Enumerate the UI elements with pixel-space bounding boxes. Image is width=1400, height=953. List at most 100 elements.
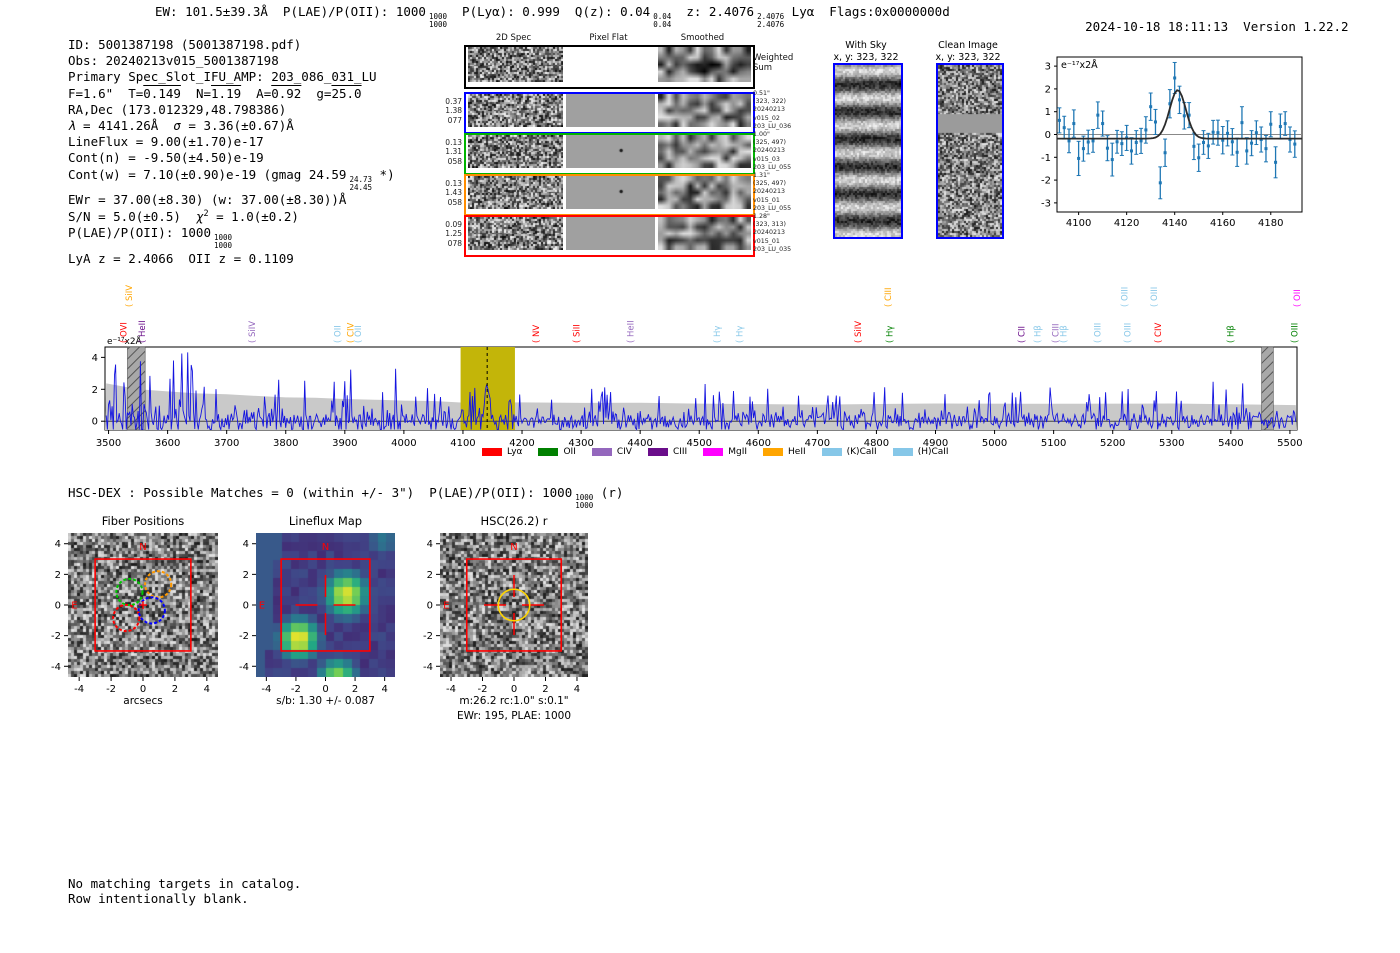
svg-text:3800: 3800 xyxy=(273,438,298,449)
panel-title-fiber: Fiber Positions xyxy=(101,514,185,528)
emission-line-marker: ( Hγ xyxy=(735,326,745,343)
legend-swatch xyxy=(892,448,913,456)
footer-note-1: No matching targets in catalog. xyxy=(68,876,302,891)
svg-text:4: 4 xyxy=(243,539,249,550)
clean-image xyxy=(936,63,1004,239)
emission-line-marker: ( NV xyxy=(532,325,542,343)
info-line: λ = 4141.26Å σ = 3.36(±0.67)Å xyxy=(68,118,294,134)
fiber-positions-image xyxy=(68,533,218,677)
svg-text:4: 4 xyxy=(55,539,61,550)
report-datetime: 2024-10-18 18:11:13 xyxy=(1085,19,1229,34)
svg-text:2: 2 xyxy=(352,684,358,695)
legend-swatch xyxy=(482,448,502,456)
svg-text:4: 4 xyxy=(92,353,98,364)
info-line: Obs: 20240213v015_5001387198 xyxy=(68,53,279,69)
emission-line-marker: ( Hβ xyxy=(1226,325,1236,343)
svg-text:-2: -2 xyxy=(1041,176,1051,187)
col-header-2d-spec: 2D Spec xyxy=(495,33,532,43)
svg-text:4: 4 xyxy=(204,684,210,695)
col-header-pixel-flat: Pixel Flat xyxy=(589,33,628,43)
svg-text:4100: 4100 xyxy=(1066,218,1091,229)
lineflux-xlabel: s/b: 1.30 +/- 0.087 xyxy=(276,695,375,707)
legend-swatch xyxy=(703,448,724,456)
svg-text:4900: 4900 xyxy=(923,438,948,449)
emission-line-marker: ( OVI xyxy=(119,322,129,343)
lineflux-map-image xyxy=(256,533,395,677)
emission-line-marker: ( SiIV xyxy=(854,321,864,343)
emission-line-marker: ( CIII xyxy=(1051,324,1061,343)
svg-text:-3: -3 xyxy=(1041,198,1051,209)
svg-text:2: 2 xyxy=(542,684,548,695)
info-line: ID: 5001387198 (5001387198.pdf) xyxy=(68,37,302,52)
cutout-row xyxy=(464,45,755,89)
svg-text:-2: -2 xyxy=(478,684,488,695)
info-line: Cont(w) = 7.10(±0.90)e-19 (gmag 24.59 24.… xyxy=(68,166,395,193)
spectrum-legend: Lyα OII CIV CIII MgII HeII (K)CaII (H)CaII xyxy=(482,447,949,457)
svg-text:4700: 4700 xyxy=(805,438,830,449)
legend-item: Lyα xyxy=(482,447,522,457)
weighted-sum-label: Weighted Sum xyxy=(753,53,794,73)
svg-text:5000: 5000 xyxy=(982,438,1007,449)
legend-swatch xyxy=(821,448,842,456)
legend-swatch xyxy=(591,448,612,456)
emission-line-marker: ( SiIV xyxy=(248,321,258,343)
svg-text:4300: 4300 xyxy=(568,438,593,449)
info-line: LyA z = 2.4066 OII z = 0.1109 xyxy=(68,250,294,266)
cutout-row xyxy=(464,133,755,175)
cutout-row-weights: 0.13 1.31 058 xyxy=(445,137,462,166)
cutout-row-weights: 0.09 1.25 078 xyxy=(445,219,462,248)
emission-line-marker: ( CIII xyxy=(884,288,894,307)
svg-text:4600: 4600 xyxy=(746,438,771,449)
svg-text:0: 0 xyxy=(140,684,146,695)
svg-text:e⁻¹⁷x2Å: e⁻¹⁷x2Å xyxy=(1061,59,1098,71)
svg-text:-4: -4 xyxy=(261,684,271,695)
svg-text:-2: -2 xyxy=(423,631,433,642)
hsc-xlabel2: EWr: 195, PLAE: 1000 xyxy=(456,710,572,722)
svg-text:2: 2 xyxy=(172,684,178,695)
svg-text:4: 4 xyxy=(574,684,580,695)
with-sky-image xyxy=(833,63,903,239)
cutout-row-meta: 1.00" (325, 497) 20240213 v015_03 203_LU_055 xyxy=(753,131,792,171)
emission-line-marker: ( CIV xyxy=(1154,323,1164,343)
info-line: S/N = 5.0(±0.5) χ2 = 1.0(±0.2) xyxy=(68,208,299,224)
stacked-fraction: 2.4076 2.4076 xyxy=(757,12,785,30)
stacked-fraction: 1000 1000 xyxy=(214,232,233,251)
svg-text:5200: 5200 xyxy=(1100,438,1125,449)
svg-text:4: 4 xyxy=(381,684,387,695)
header-summary-line: EW: 101.5±39.3Å P(LAE)/P(OII): 1000 1000 1… xyxy=(155,4,950,30)
emission-line-marker: ( Hβ xyxy=(1034,325,1044,343)
svg-text:-2: -2 xyxy=(106,684,116,695)
svg-text:4000: 4000 xyxy=(391,438,416,449)
svg-text:2: 2 xyxy=(243,570,249,581)
svg-text:5300: 5300 xyxy=(1159,438,1184,449)
hsc-xlabel: m:26.2 rc:1.0" s:0.1" xyxy=(459,695,569,707)
full-spectrum-plot: 3500 3600 3700 3800 3900 4000 4100 4200 4300 4400… xyxy=(92,285,1303,449)
svg-text:4800: 4800 xyxy=(864,438,889,449)
svg-text:4140: 4140 xyxy=(1162,218,1187,229)
emission-line-marker: ( CII xyxy=(1018,326,1028,343)
legend-item: CIV xyxy=(591,447,632,457)
cutout-row xyxy=(464,174,755,216)
emission-line-marker: ( Hγ xyxy=(713,326,723,343)
cutout-row-meta: 1.28" (323, 313) 20240213 v015_01 203_LU_035 xyxy=(753,213,792,253)
svg-text:3500: 3500 xyxy=(96,438,121,449)
svg-text:3600: 3600 xyxy=(155,438,180,449)
svg-text:0: 0 xyxy=(1045,130,1051,141)
svg-text:3: 3 xyxy=(1045,62,1051,73)
sky-panel-title: With Sky x, y: 323, 322 xyxy=(833,40,899,63)
svg-text:-4: -4 xyxy=(51,662,61,673)
legend-swatch xyxy=(538,448,559,456)
svg-text:-1: -1 xyxy=(1041,153,1051,164)
emission-line-marker: ( HeII xyxy=(138,320,148,343)
hsc-r-image xyxy=(440,533,588,677)
svg-text:2: 2 xyxy=(55,570,61,581)
emission-line-marker: ( HeII xyxy=(627,320,637,343)
svg-text:2: 2 xyxy=(427,570,433,581)
zoomed-line-spectrum-plot: 4100 4120 4140 4160 4180 -3 -2 -1 0 1 2 3 e⁻¹⁷x2Å xyxy=(1041,56,1303,229)
svg-text:0: 0 xyxy=(511,684,517,695)
footer-note-2: Row intentionally blank. xyxy=(68,891,249,906)
svg-text:0: 0 xyxy=(92,417,98,428)
sky-panel-title: Clean Image x, y: 323, 322 xyxy=(935,40,1001,63)
svg-text:-2: -2 xyxy=(51,631,61,642)
